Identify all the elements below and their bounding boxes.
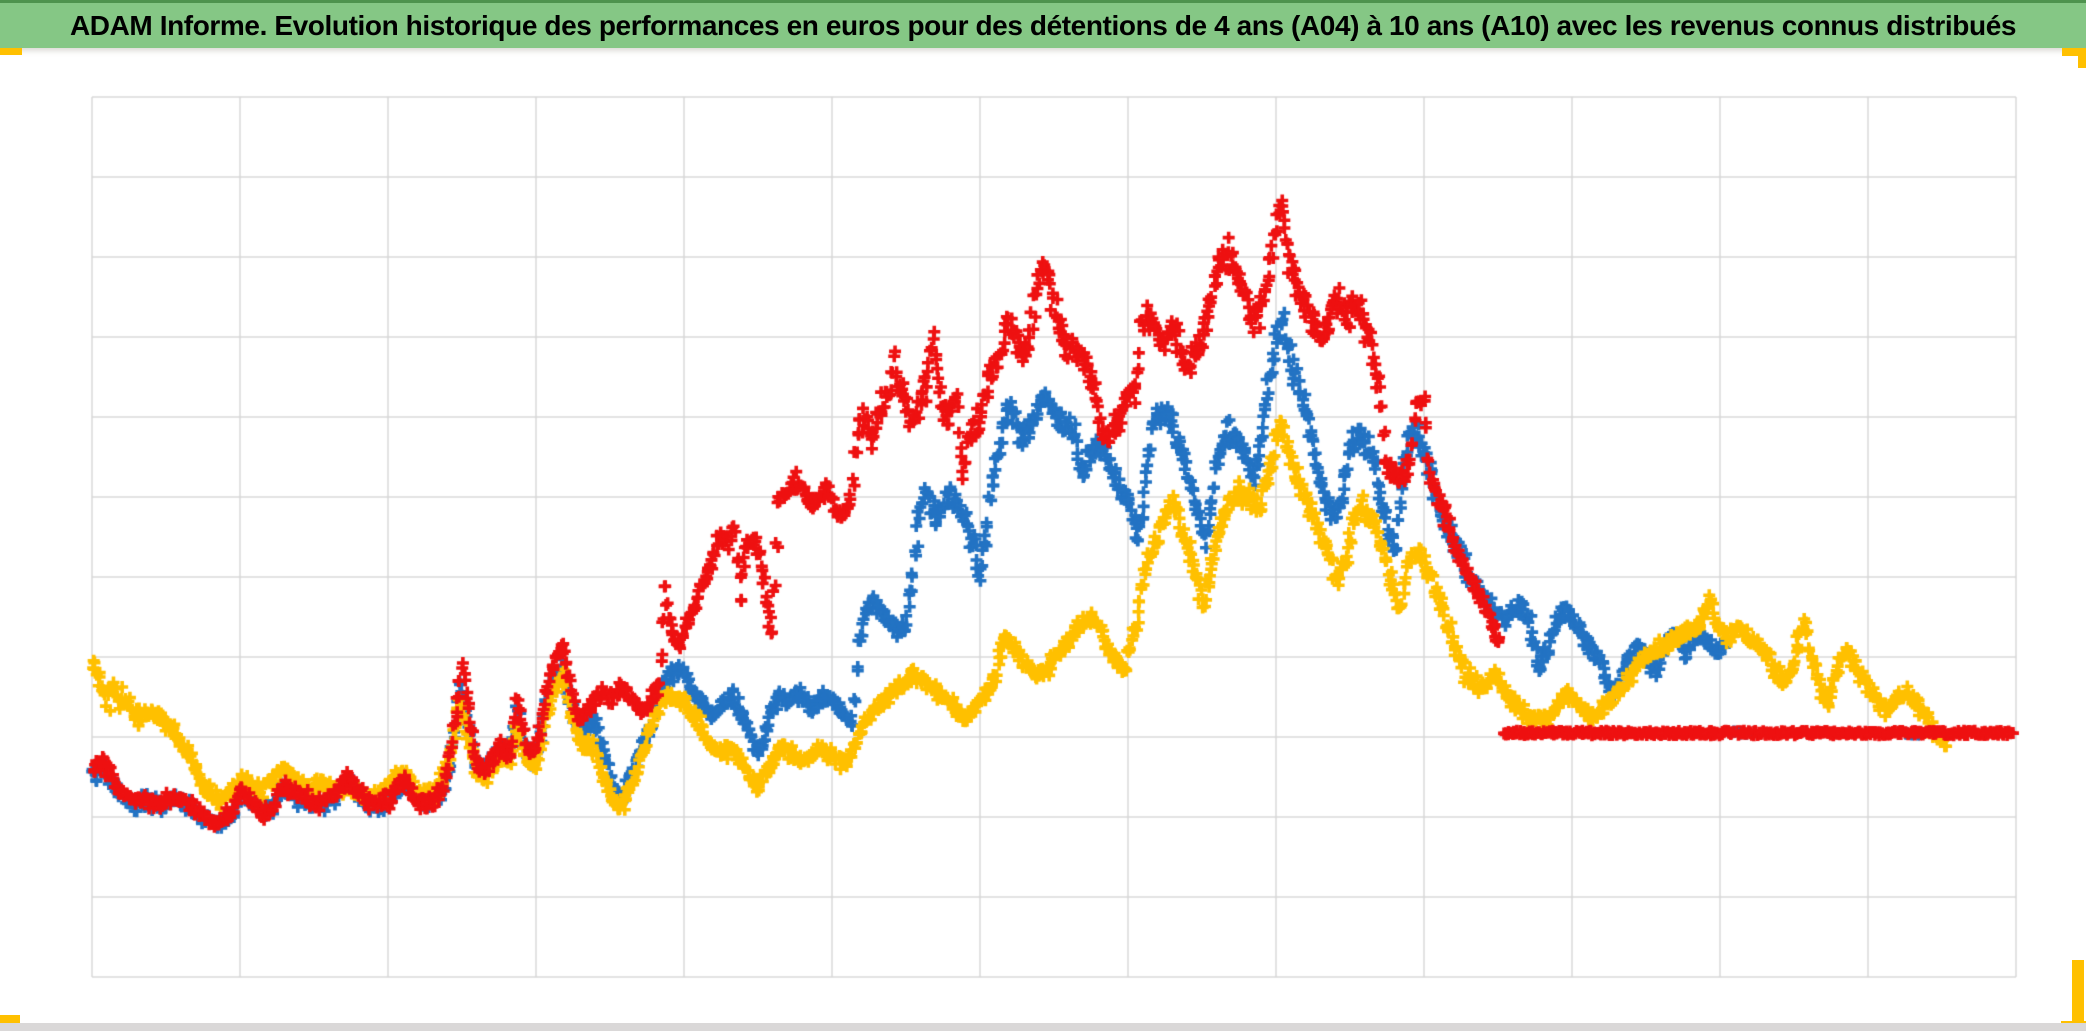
corner-accent-top-left [0, 48, 22, 55]
corner-accent-bottom-right-vertical [2072, 960, 2084, 1024]
bottom-bar [0, 1023, 2086, 1031]
corner-accent-top-right [2062, 48, 2086, 56]
corner-accent-top-right-vertical [2078, 48, 2086, 68]
